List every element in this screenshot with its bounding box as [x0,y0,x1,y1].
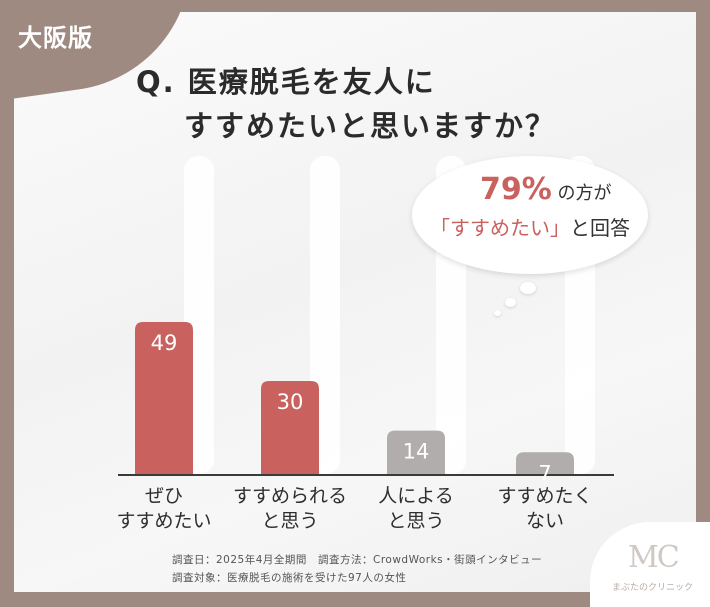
callout-quote-close: 」 [550,216,570,240]
callout-line-2: 「すすめたい」と回答 [430,212,630,241]
x-tick-label-line: と思う [261,510,319,532]
question-title: Q. 医療脱毛を友人に すすめたいと思いますか？ [136,60,556,148]
region-tag: 大阪版 [18,24,93,52]
x-tick-label: すすめられる と思う [225,484,355,534]
clinic-logo-name: まぶたのクリニック [612,583,694,593]
logo-badge [590,522,710,607]
callout-suffix: の方が [557,183,612,204]
x-tick-label-line: すすめたい [116,510,212,532]
clinic-logo-mark: MC [628,540,680,575]
x-tick-label-line: 人による [378,485,454,507]
footnote-survey-target: 調査対象：医療脱毛の施術を受けた97人の女性 [172,572,407,584]
callout-bubble-dot-3 [494,310,501,316]
bar-value-label: 49 [151,331,178,355]
bar [387,430,445,474]
x-tick-label: 人による と思う [351,484,481,534]
x-tick-label-line: すすめたく [497,485,593,507]
callout-line-1: 79% の方が [480,172,612,207]
x-tick-label: すすめたく ない [480,484,610,534]
bar [261,380,319,474]
bar [135,322,193,474]
bar [516,452,574,474]
callout-answer: と回答 [570,216,630,240]
bar-value-label: 30 [277,390,304,414]
bar-value-label: 14 [403,440,430,464]
callout-percent: 79% [480,172,552,207]
question-line-2: すすめたいと思いますか？ [184,109,557,143]
footnote-survey-date: 調査日：2025年4月全期間 [172,554,307,566]
callout-quote-open: 「 [430,216,450,240]
x-tick-label-line: ない [525,510,564,532]
question-line-1: Q. 医療脱毛を友人に [136,65,436,99]
callout-quote-text: すすめたい [450,216,550,240]
callout-bubble [412,156,648,274]
callout-bubble-dot-1 [520,282,536,294]
callout-bubble-dot-2 [505,298,516,307]
x-tick-label-line: と思う [387,510,445,532]
x-tick-label: ぜひ すすめたい [99,484,229,534]
footnote-survey-method: 調査方法：CrowdWorks・街頭インタビュー [318,554,543,566]
x-tick-label-line: ぜひ [144,485,183,507]
x-tick-label-line: すすめられる [232,485,347,507]
bar-value-label: 7 [538,461,551,485]
